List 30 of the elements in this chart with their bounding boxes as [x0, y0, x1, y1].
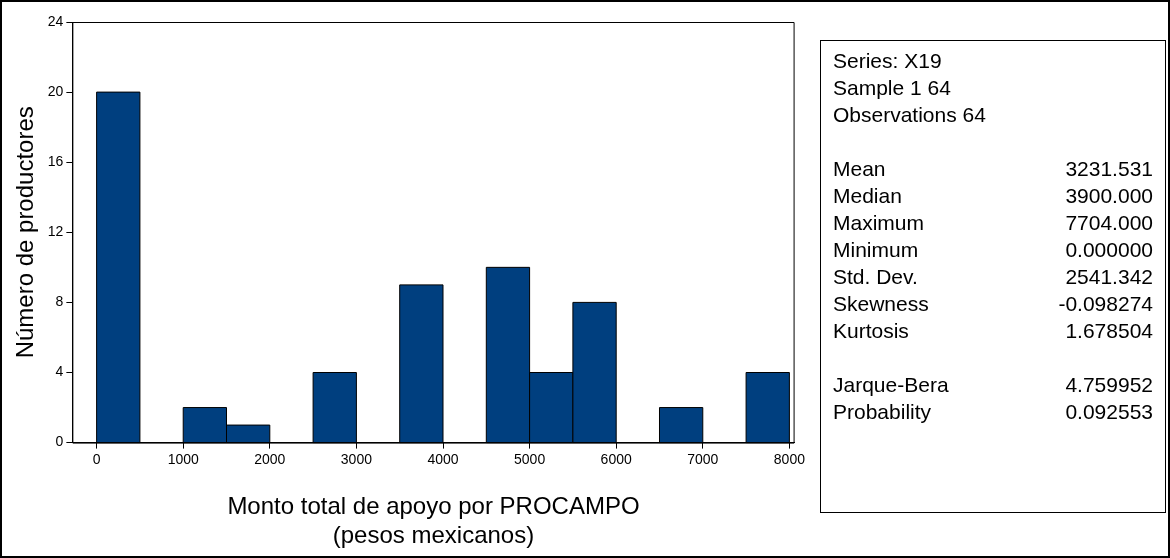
- text: Std. Dev. 2541.342: [833, 265, 1153, 288]
- x-tick-label: 1000: [167, 450, 199, 467]
- text: Mean 3231.531: [833, 157, 1153, 180]
- text: Median 3900.000: [833, 184, 1153, 207]
- y-tick-label: 24: [47, 12, 64, 29]
- x-axis-title: Monto total de apoyo por PROCAMPO (pesos mexicanos): [227, 492, 640, 549]
- y-tick-label: 16: [47, 153, 64, 170]
- x-tick-label: 2000: [254, 450, 286, 467]
- y-tick-label: 4: [55, 363, 64, 380]
- y-axis-title: Número de productores: [11, 106, 39, 359]
- text: Jarque-Bera 4.759952: [833, 373, 1153, 396]
- x-tick-label: 5000: [514, 450, 546, 467]
- text: Sample 1 64: [833, 75, 951, 101]
- x-tick-label: 6000: [600, 450, 632, 467]
- y-tick-label: 8: [55, 293, 64, 310]
- x-tick-label: 7000: [687, 450, 719, 467]
- text: Skewness -0.098274: [833, 292, 1153, 315]
- x-tick-label: 8000: [773, 450, 806, 467]
- x-tick-label: 3000: [340, 450, 373, 467]
- text: Minimum 0.000000: [833, 238, 1153, 261]
- text: Observations 64: [833, 102, 986, 128]
- y-tick-label: 20: [47, 82, 64, 99]
- text: Probability 0.092553: [833, 400, 1153, 423]
- text: Kurtosis 1.678504: [833, 319, 1153, 342]
- text: Series: X19: [833, 48, 942, 74]
- y-tick-label: 12: [47, 223, 64, 240]
- x-tick-label: 4000: [427, 450, 459, 467]
- x-tick-label: 0: [92, 450, 101, 467]
- text: Maximum 7704.000: [833, 211, 1153, 234]
- y-tick-label: 0: [55, 433, 64, 450]
